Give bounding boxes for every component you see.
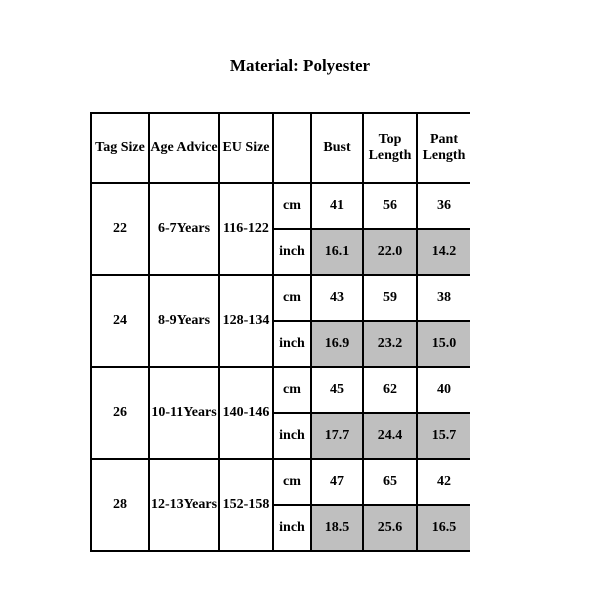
cell-top-cm: 59: [362, 276, 416, 322]
cell-pant-cm: 38: [416, 276, 470, 322]
cell-unit-cm: cm: [272, 368, 310, 414]
page-title: Material: Polyester: [0, 0, 600, 104]
col-pant-length-l1: Pant: [430, 132, 458, 147]
col-top-length-l1: Top: [379, 132, 402, 147]
cell-top-cm: 65: [362, 460, 416, 506]
cell-bust-cm: 47: [310, 460, 362, 506]
cell-top-inch: 25.6: [362, 506, 416, 552]
cell-unit-inch: inch: [272, 322, 310, 368]
page: Material: Polyester Tag Size Age Advice …: [0, 0, 600, 600]
cell-bust-cm: 43: [310, 276, 362, 322]
cell-top-inch: 22.0: [362, 230, 416, 276]
size-table: Tag Size Age Advice EU Size Bust Top Len…: [90, 112, 470, 552]
cell-tag-size: 24: [90, 276, 148, 368]
cell-unit-cm: cm: [272, 460, 310, 506]
cell-age-advice: 10-11Years: [148, 368, 218, 460]
col-eu-size: EU Size: [218, 112, 272, 184]
cell-age-advice: 12-13Years: [148, 460, 218, 552]
cell-unit-inch: inch: [272, 506, 310, 552]
cell-bust-inch: 17.7: [310, 414, 362, 460]
col-age-advice: Age Advice: [148, 112, 218, 184]
col-top-length: Top Length: [362, 112, 416, 184]
col-top-length-l2: Length: [369, 148, 412, 163]
cell-unit-cm: cm: [272, 276, 310, 322]
cell-pant-inch: 15.0: [416, 322, 470, 368]
col-bust: Bust: [310, 112, 362, 184]
cell-eu-size: 140-146: [218, 368, 272, 460]
cell-age-advice: 6-7Years: [148, 184, 218, 276]
col-unit: [272, 112, 310, 184]
cell-pant-cm: 36: [416, 184, 470, 230]
cell-top-cm: 62: [362, 368, 416, 414]
cell-eu-size: 128-134: [218, 276, 272, 368]
cell-pant-inch: 14.2: [416, 230, 470, 276]
cell-pant-inch: 15.7: [416, 414, 470, 460]
cell-tag-size: 28: [90, 460, 148, 552]
cell-top-inch: 23.2: [362, 322, 416, 368]
cell-bust-inch: 16.1: [310, 230, 362, 276]
cell-tag-size: 26: [90, 368, 148, 460]
cell-bust-inch: 18.5: [310, 506, 362, 552]
cell-pant-inch: 16.5: [416, 506, 470, 552]
table-header-row: Tag Size Age Advice EU Size Bust Top Len…: [90, 112, 470, 184]
table-row: 26 10-11Years 140-146 cm 45 62 40 inch 1…: [90, 368, 470, 460]
cell-pant-cm: 40: [416, 368, 470, 414]
cell-pant-cm: 42: [416, 460, 470, 506]
cell-top-cm: 56: [362, 184, 416, 230]
cell-bust-cm: 45: [310, 368, 362, 414]
cell-unit-cm: cm: [272, 184, 310, 230]
table-row: 28 12-13Years 152-158 cm 47 65 42 inch 1…: [90, 460, 470, 552]
col-pant-length-l2: Length: [423, 148, 466, 163]
table-row: 24 8-9Years 128-134 cm 43 59 38 inch 16.…: [90, 276, 470, 368]
table-row: 22 6-7Years 116-122 cm 41 56 36 inch 16.…: [90, 184, 470, 276]
cell-bust-inch: 16.9: [310, 322, 362, 368]
cell-eu-size: 116-122: [218, 184, 272, 276]
cell-age-advice: 8-9Years: [148, 276, 218, 368]
col-pant-length: Pant Length: [416, 112, 470, 184]
col-tag-size: Tag Size: [90, 112, 148, 184]
cell-unit-inch: inch: [272, 230, 310, 276]
cell-top-inch: 24.4: [362, 414, 416, 460]
cell-eu-size: 152-158: [218, 460, 272, 552]
cell-bust-cm: 41: [310, 184, 362, 230]
cell-unit-inch: inch: [272, 414, 310, 460]
cell-tag-size: 22: [90, 184, 148, 276]
